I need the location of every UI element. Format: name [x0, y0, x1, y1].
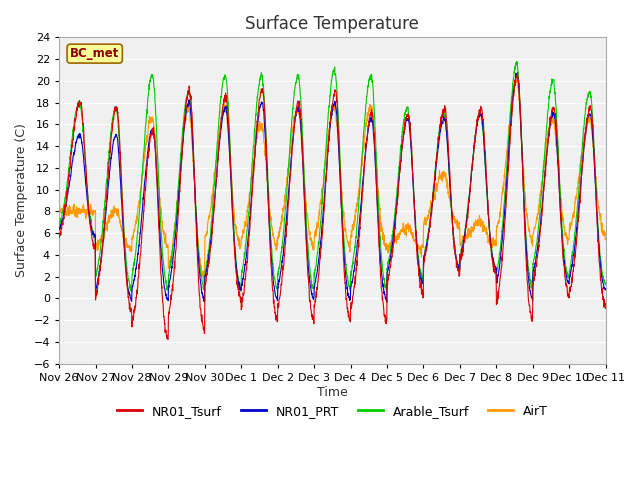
X-axis label: Time: Time: [317, 385, 348, 398]
Title: Surface Temperature: Surface Temperature: [245, 15, 419, 33]
Y-axis label: Surface Temperature (C): Surface Temperature (C): [15, 123, 28, 277]
Legend: NR01_Tsurf, NR01_PRT, Arable_Tsurf, AirT: NR01_Tsurf, NR01_PRT, Arable_Tsurf, AirT: [112, 400, 553, 423]
Text: BC_met: BC_met: [70, 47, 120, 60]
